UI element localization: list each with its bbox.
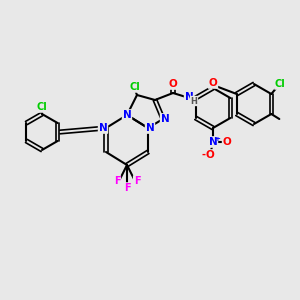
Text: N: N (146, 123, 154, 133)
Text: F: F (134, 176, 140, 186)
Text: -: - (201, 150, 205, 160)
Text: O: O (223, 137, 231, 147)
Text: N: N (208, 137, 217, 147)
Text: F: F (114, 176, 120, 186)
Text: Cl: Cl (37, 102, 47, 112)
Text: O: O (208, 78, 217, 88)
Text: +: + (214, 136, 220, 142)
Text: O: O (206, 150, 214, 160)
Text: N: N (160, 114, 169, 124)
Text: N: N (184, 92, 194, 102)
Text: N: N (99, 123, 107, 133)
Text: Cl: Cl (275, 79, 286, 89)
Text: F: F (124, 183, 130, 193)
Text: Cl: Cl (130, 82, 140, 92)
Text: H: H (190, 97, 197, 106)
Text: O: O (169, 79, 177, 89)
Text: N: N (123, 110, 131, 120)
